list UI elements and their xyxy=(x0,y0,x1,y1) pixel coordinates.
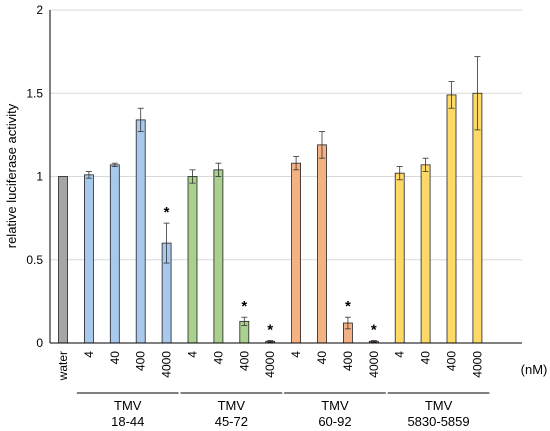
significance-marker: * xyxy=(345,298,351,315)
significance-marker: * xyxy=(371,322,377,339)
y-tick-label: 0.5 xyxy=(26,253,43,267)
unit-label: (nM) xyxy=(521,362,548,377)
significance-marker: * xyxy=(241,298,247,315)
x-tick-label: 4000 xyxy=(160,351,174,378)
bar xyxy=(58,176,68,344)
y-tick-label: 0 xyxy=(36,336,43,350)
bar xyxy=(135,119,146,344)
group-sublabel: 18-44 xyxy=(111,414,144,429)
bar xyxy=(84,174,94,344)
bar xyxy=(472,92,483,344)
x-tick-label: water xyxy=(56,351,70,381)
group-sublabel: 5830-5859 xyxy=(407,414,469,429)
y-tick-label: 1.5 xyxy=(26,86,43,100)
y-tick-label: 1 xyxy=(36,170,43,184)
x-tick-label: 40 xyxy=(211,351,225,365)
x-tick-label: 4000 xyxy=(470,351,484,378)
group-label: TMV xyxy=(425,398,453,413)
bar xyxy=(446,94,457,344)
x-tick-label: 40 xyxy=(419,351,433,365)
group-label: TMV xyxy=(218,398,246,413)
x-tick-label: 400 xyxy=(134,351,148,371)
x-tick-label: 400 xyxy=(445,351,459,371)
y-tick-label: 2 xyxy=(36,3,43,17)
bar xyxy=(317,144,327,344)
x-tick-label: 4 xyxy=(82,351,96,358)
x-tick-label: 40 xyxy=(108,351,122,365)
gridlines xyxy=(50,9,522,261)
x-tick-label: 4000 xyxy=(263,351,277,378)
group-sublabel: 45-72 xyxy=(215,414,248,429)
significance-marker: * xyxy=(164,204,170,221)
x-tick-label: 4 xyxy=(393,351,407,358)
x-tick-label: 400 xyxy=(341,351,355,371)
group-label: TMV xyxy=(114,398,142,413)
bar xyxy=(420,164,431,344)
bar xyxy=(109,164,120,344)
x-tick-label: 40 xyxy=(315,351,329,365)
bar xyxy=(291,162,302,344)
x-axis: water 4 40 400 4000 4 40 400 4000 4 40 400 4000 4 40 40… xyxy=(50,342,522,381)
bar xyxy=(213,169,224,344)
significance-marker: * xyxy=(267,322,273,339)
group-sublabel: 60-92 xyxy=(318,414,351,429)
group-label: TMV xyxy=(321,398,349,413)
bars: * * * * * xyxy=(58,56,483,344)
x-tick-label: 4 xyxy=(186,351,200,358)
x-tick-label: 400 xyxy=(237,351,251,371)
bar xyxy=(394,172,405,344)
x-tick-label: 4 xyxy=(289,351,303,358)
y-axis-label: relative luciferase activity xyxy=(4,103,19,248)
bar xyxy=(187,176,198,344)
x-tick-label: 4000 xyxy=(367,351,381,378)
y-axis: 0 0.5 1 1.5 2 xyxy=(26,3,51,350)
